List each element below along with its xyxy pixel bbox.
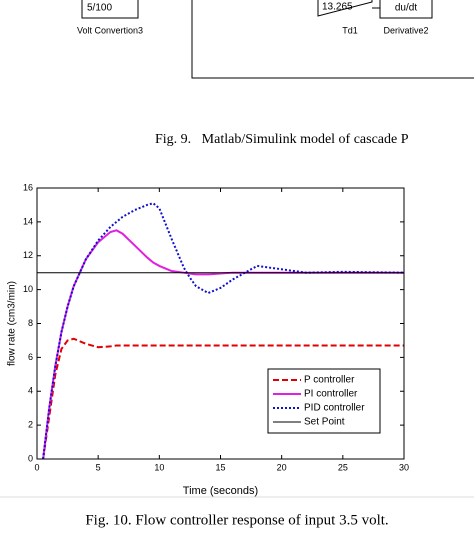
legend-label: PID controller [304,403,365,414]
y-axis-label: flow rate (cm3/min) [7,281,18,366]
figure-caption: Fig. 9. Matlab/Simulink model of cascade… [155,132,409,147]
block-caption: Td1 [342,25,358,35]
x-tick-label: 10 [154,462,164,472]
x-tick-label: 20 [277,462,287,472]
block-caption: Volt Convertion3 [77,25,143,35]
block [379,0,433,19]
legend-label: PI controller [304,389,358,400]
series-line [42,337,404,460]
block [81,0,139,19]
series-line [42,202,405,460]
block-label: 5/100 [87,3,112,14]
x-tick-label: 30 [399,462,409,472]
block-caption: Derivative2 [383,25,428,35]
y-tick-label: 8 [28,318,33,328]
y-tick-label: 0 [28,453,33,463]
x-tick-label: 25 [338,462,348,472]
y-tick-label: 4 [28,386,33,396]
x-axis-label: Time (seconds) [183,485,258,497]
y-tick-label: 10 [23,284,33,294]
figure-caption: Fig. 10. Flow controller response of inp… [85,512,388,528]
x-tick-label: 5 [96,462,101,472]
y-tick-label: 12 [23,250,33,260]
subsystem-border [191,0,474,79]
block-label: 13.265 [322,2,353,13]
y-tick-label: 14 [23,216,33,226]
x-tick-label: 15 [215,462,225,472]
legend-label: Set Point [304,417,345,428]
y-tick-label: 16 [23,182,33,192]
gain-block [317,0,373,17]
y-tick-label: 2 [28,420,33,430]
y-tick-label: 6 [28,352,33,362]
legend-label: P controller [304,375,355,386]
block-label: du/dt [395,3,417,14]
x-tick-label: 0 [34,462,39,472]
plot-frame [36,187,405,460]
